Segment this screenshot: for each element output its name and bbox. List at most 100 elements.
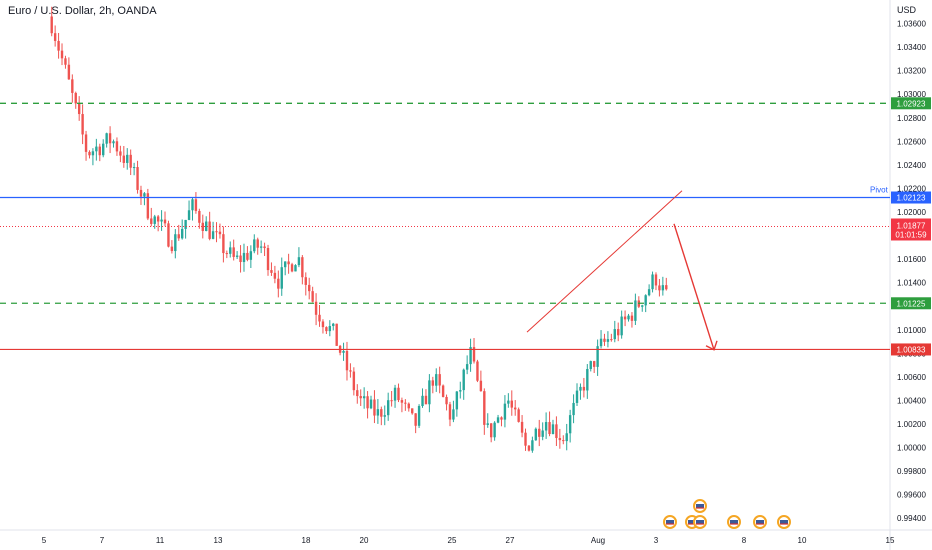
candle-body: [191, 199, 194, 211]
x-tick-label: 8: [742, 536, 747, 545]
candle-body: [483, 391, 486, 425]
candle-body: [60, 50, 64, 59]
candle-body: [665, 285, 668, 290]
event-flag-icon: [696, 520, 704, 524]
candle-body: [404, 402, 407, 404]
candle-body: [332, 323, 335, 327]
candle-body: [215, 231, 218, 233]
candle-body: [266, 248, 270, 271]
current-price-label: 1.01877: [897, 221, 926, 230]
candle-body: [599, 338, 603, 347]
x-tick-label: 10: [798, 536, 807, 545]
candle-body: [139, 189, 143, 197]
level-price-label: 1.02923: [897, 99, 926, 108]
y-tick-label: 1.02000: [897, 208, 926, 217]
candle-body: [53, 33, 57, 41]
candle-body: [575, 390, 579, 403]
candle-body: [180, 228, 184, 239]
candle-body: [503, 403, 507, 420]
candle-body: [345, 350, 349, 371]
candle-body: [489, 423, 493, 438]
trendline: [526, 190, 683, 333]
projection-arrow-head: [705, 340, 718, 351]
candle-body: [507, 400, 510, 404]
y-tick-label: 1.02400: [897, 161, 926, 170]
level-price-badge: [891, 297, 931, 310]
candle-body: [242, 252, 246, 263]
candle-body: [311, 291, 314, 302]
candle-body: [84, 134, 88, 152]
candle-body: [572, 402, 575, 416]
candle-body: [239, 255, 242, 263]
currency-label: USD: [897, 5, 917, 15]
candle-body: [112, 141, 115, 144]
candle-body: [623, 316, 627, 320]
y-tick-label: 1.03400: [897, 43, 926, 52]
pivot-label: Pivot: [870, 186, 889, 195]
candle-body: [452, 409, 455, 420]
candle-body: [644, 295, 647, 306]
candle-body: [445, 396, 448, 405]
candle-body: [174, 234, 177, 252]
candle-body: [520, 421, 524, 433]
candle-body: [517, 409, 520, 422]
candle-body: [71, 79, 74, 93]
x-tick-label: 7: [100, 536, 105, 545]
y-tick-label: 1.03200: [897, 67, 926, 76]
candle-body: [187, 210, 191, 220]
candle-body: [235, 255, 239, 257]
candle-body: [617, 329, 620, 336]
chart-title: Euro / U.S. Dollar, 2h, OANDA: [8, 5, 157, 17]
x-tick-label: 25: [448, 536, 457, 545]
x-tick-label: Aug: [591, 536, 605, 545]
candle-body: [359, 396, 362, 399]
candle-body: [108, 133, 112, 144]
candle-body: [136, 167, 139, 190]
candle-body: [421, 395, 424, 407]
candle-body: [510, 400, 513, 408]
candle-body: [160, 219, 163, 222]
event-flag-icon: [756, 520, 764, 524]
candle-body: [366, 396, 369, 409]
candle-body: [153, 216, 156, 224]
candle-body: [603, 338, 606, 342]
y-tick-label: 0.99400: [897, 514, 926, 523]
candle-body: [641, 305, 644, 307]
candle-body: [105, 133, 108, 144]
candle-body: [246, 252, 249, 260]
candle-body: [194, 199, 198, 211]
candle-body: [634, 300, 637, 321]
current-price-badge: [891, 218, 931, 241]
event-flag-icon: [780, 520, 788, 524]
candle-body: [304, 277, 307, 285]
candle-body: [465, 364, 469, 370]
candle-body: [658, 285, 661, 291]
y-tick-label: 1.01600: [897, 255, 926, 264]
candle-body: [630, 315, 634, 321]
x-tick-label: 15: [886, 536, 895, 545]
candle-body: [538, 428, 541, 437]
candle-body: [64, 58, 67, 65]
candle-body: [411, 408, 414, 414]
candle-body: [476, 361, 479, 381]
candle-body: [562, 440, 565, 442]
candle-body: [589, 361, 592, 369]
candle-body: [397, 387, 400, 401]
candle-body: [390, 400, 393, 402]
candle-body: [81, 114, 84, 135]
candle-body: [417, 406, 421, 426]
candle-body: [163, 219, 167, 224]
candle-body: [283, 261, 287, 268]
candle-body: [455, 391, 459, 410]
candle-body: [586, 368, 589, 391]
candle-body: [208, 221, 211, 239]
candle-body: [314, 301, 318, 315]
event-flag-icon: [666, 520, 674, 524]
candle-body: [448, 404, 452, 420]
candle-body: [541, 430, 544, 437]
level-price-label: 1.00833: [897, 345, 926, 354]
candle-body: [651, 274, 654, 290]
candle-body: [369, 399, 373, 409]
candle-body: [349, 370, 352, 372]
